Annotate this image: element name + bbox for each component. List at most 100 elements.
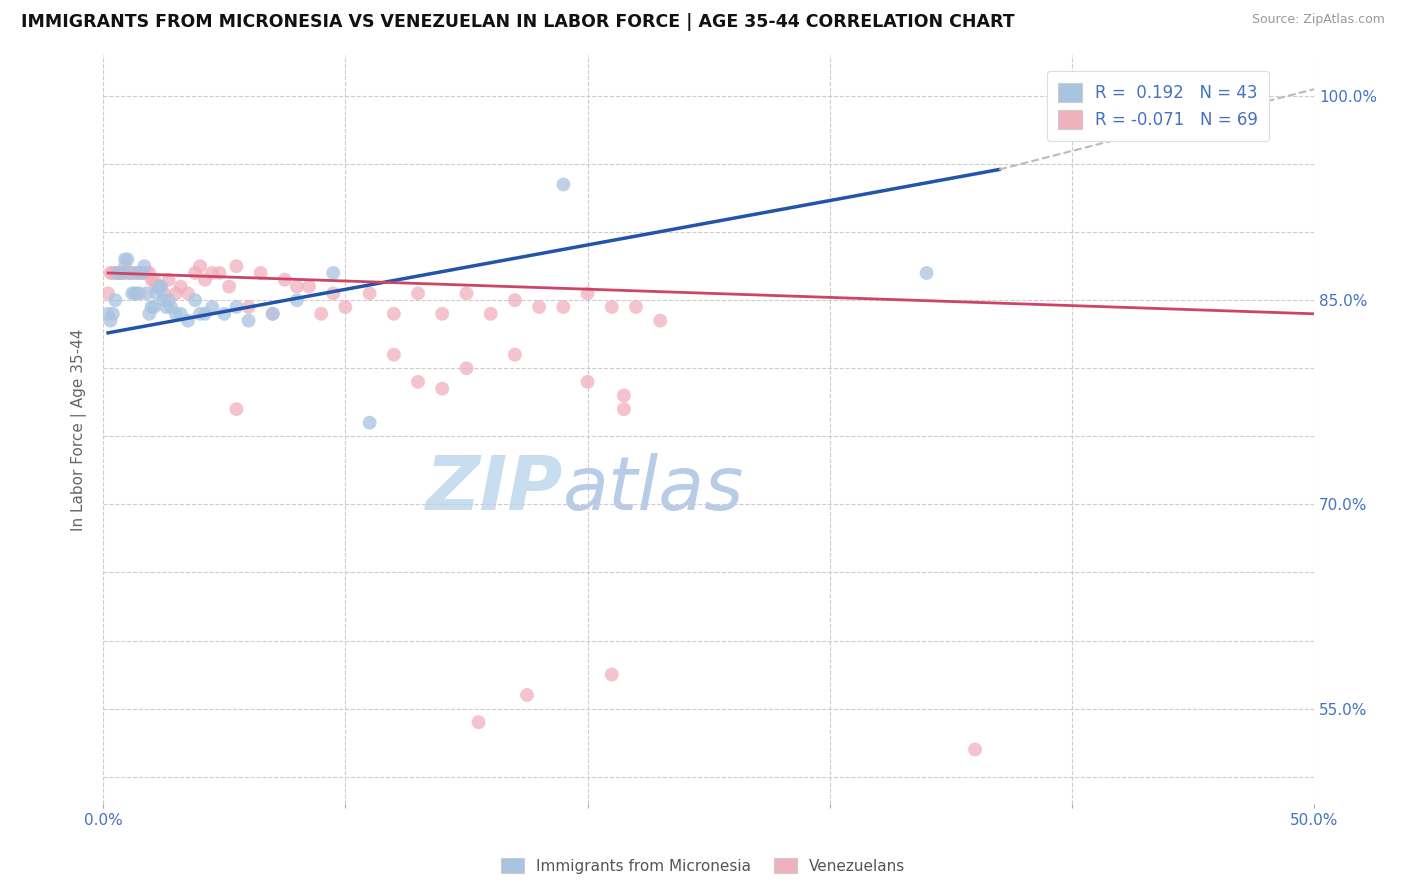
Point bbox=[97, 286, 120, 301]
Point bbox=[915, 266, 938, 280]
Point bbox=[118, 266, 141, 280]
Point bbox=[201, 300, 224, 314]
Point bbox=[188, 307, 211, 321]
Point bbox=[238, 313, 260, 327]
Point bbox=[285, 293, 308, 308]
Point bbox=[600, 667, 623, 681]
Point bbox=[111, 266, 134, 280]
Point bbox=[479, 307, 502, 321]
Point bbox=[100, 313, 122, 327]
Point bbox=[143, 273, 166, 287]
Point bbox=[141, 300, 163, 314]
Point bbox=[160, 300, 183, 314]
Point bbox=[527, 300, 550, 314]
Point bbox=[177, 313, 200, 327]
Point bbox=[432, 382, 454, 396]
Point bbox=[335, 300, 357, 314]
Point bbox=[262, 307, 284, 321]
Point bbox=[148, 279, 170, 293]
Point bbox=[406, 286, 429, 301]
Point bbox=[262, 307, 284, 321]
Point bbox=[124, 286, 146, 301]
Point bbox=[225, 300, 247, 314]
Point bbox=[135, 266, 157, 280]
Point bbox=[456, 286, 478, 301]
Point bbox=[127, 286, 149, 301]
Point bbox=[107, 266, 129, 280]
Point bbox=[613, 388, 636, 402]
Point bbox=[157, 273, 180, 287]
Y-axis label: In Labor Force | Age 35-44: In Labor Force | Age 35-44 bbox=[72, 328, 87, 531]
Point bbox=[128, 286, 150, 301]
Point bbox=[101, 266, 124, 280]
Point bbox=[150, 279, 173, 293]
Point bbox=[117, 252, 139, 267]
Point bbox=[650, 313, 672, 327]
Point bbox=[108, 266, 131, 280]
Point bbox=[107, 266, 129, 280]
Point bbox=[359, 416, 381, 430]
Point bbox=[624, 300, 647, 314]
Point bbox=[134, 259, 156, 273]
Point bbox=[177, 286, 200, 301]
Point bbox=[516, 688, 538, 702]
Point bbox=[274, 273, 297, 287]
Point bbox=[165, 307, 187, 321]
Point bbox=[382, 307, 405, 321]
Point bbox=[225, 402, 247, 417]
Point bbox=[298, 279, 321, 293]
Point bbox=[135, 286, 157, 301]
Point bbox=[309, 307, 332, 321]
Point bbox=[208, 266, 231, 280]
Point bbox=[165, 286, 187, 301]
Point bbox=[143, 300, 166, 314]
Point bbox=[194, 273, 217, 287]
Legend: Immigrants from Micronesia, Venezuelans: Immigrants from Micronesia, Venezuelans bbox=[495, 852, 911, 880]
Point bbox=[456, 361, 478, 376]
Point bbox=[104, 266, 127, 280]
Point bbox=[152, 286, 174, 301]
Point bbox=[118, 266, 141, 280]
Text: atlas: atlas bbox=[564, 453, 745, 525]
Point bbox=[170, 307, 193, 321]
Point bbox=[145, 286, 167, 301]
Point bbox=[963, 742, 986, 756]
Point bbox=[576, 375, 599, 389]
Point bbox=[503, 348, 526, 362]
Point bbox=[97, 307, 120, 321]
Point bbox=[576, 286, 599, 301]
Point bbox=[131, 266, 153, 280]
Point bbox=[145, 279, 167, 293]
Point bbox=[553, 300, 575, 314]
Point bbox=[214, 307, 236, 321]
Point bbox=[201, 266, 224, 280]
Point bbox=[322, 286, 344, 301]
Point bbox=[155, 300, 177, 314]
Point bbox=[359, 286, 381, 301]
Point bbox=[322, 266, 344, 280]
Point bbox=[108, 266, 131, 280]
Point bbox=[285, 279, 308, 293]
Point bbox=[613, 402, 636, 417]
Point bbox=[432, 307, 454, 321]
Point bbox=[467, 715, 489, 730]
Point bbox=[406, 375, 429, 389]
Point bbox=[121, 286, 143, 301]
Text: IMMIGRANTS FROM MICRONESIA VS VENEZUELAN IN LABOR FORCE | AGE 35-44 CORRELATION : IMMIGRANTS FROM MICRONESIA VS VENEZUELAN… bbox=[21, 13, 1015, 31]
Text: ZIP: ZIP bbox=[426, 453, 564, 526]
Point bbox=[131, 266, 153, 280]
Point bbox=[141, 273, 163, 287]
Point bbox=[124, 266, 146, 280]
Point bbox=[249, 266, 271, 280]
Point bbox=[138, 307, 160, 321]
Point bbox=[238, 300, 260, 314]
Point bbox=[100, 266, 122, 280]
Point bbox=[225, 259, 247, 273]
Point bbox=[184, 293, 207, 308]
Point bbox=[194, 307, 217, 321]
Point bbox=[553, 178, 575, 192]
Point bbox=[111, 266, 134, 280]
Point bbox=[134, 266, 156, 280]
Point bbox=[128, 266, 150, 280]
Point bbox=[382, 348, 405, 362]
